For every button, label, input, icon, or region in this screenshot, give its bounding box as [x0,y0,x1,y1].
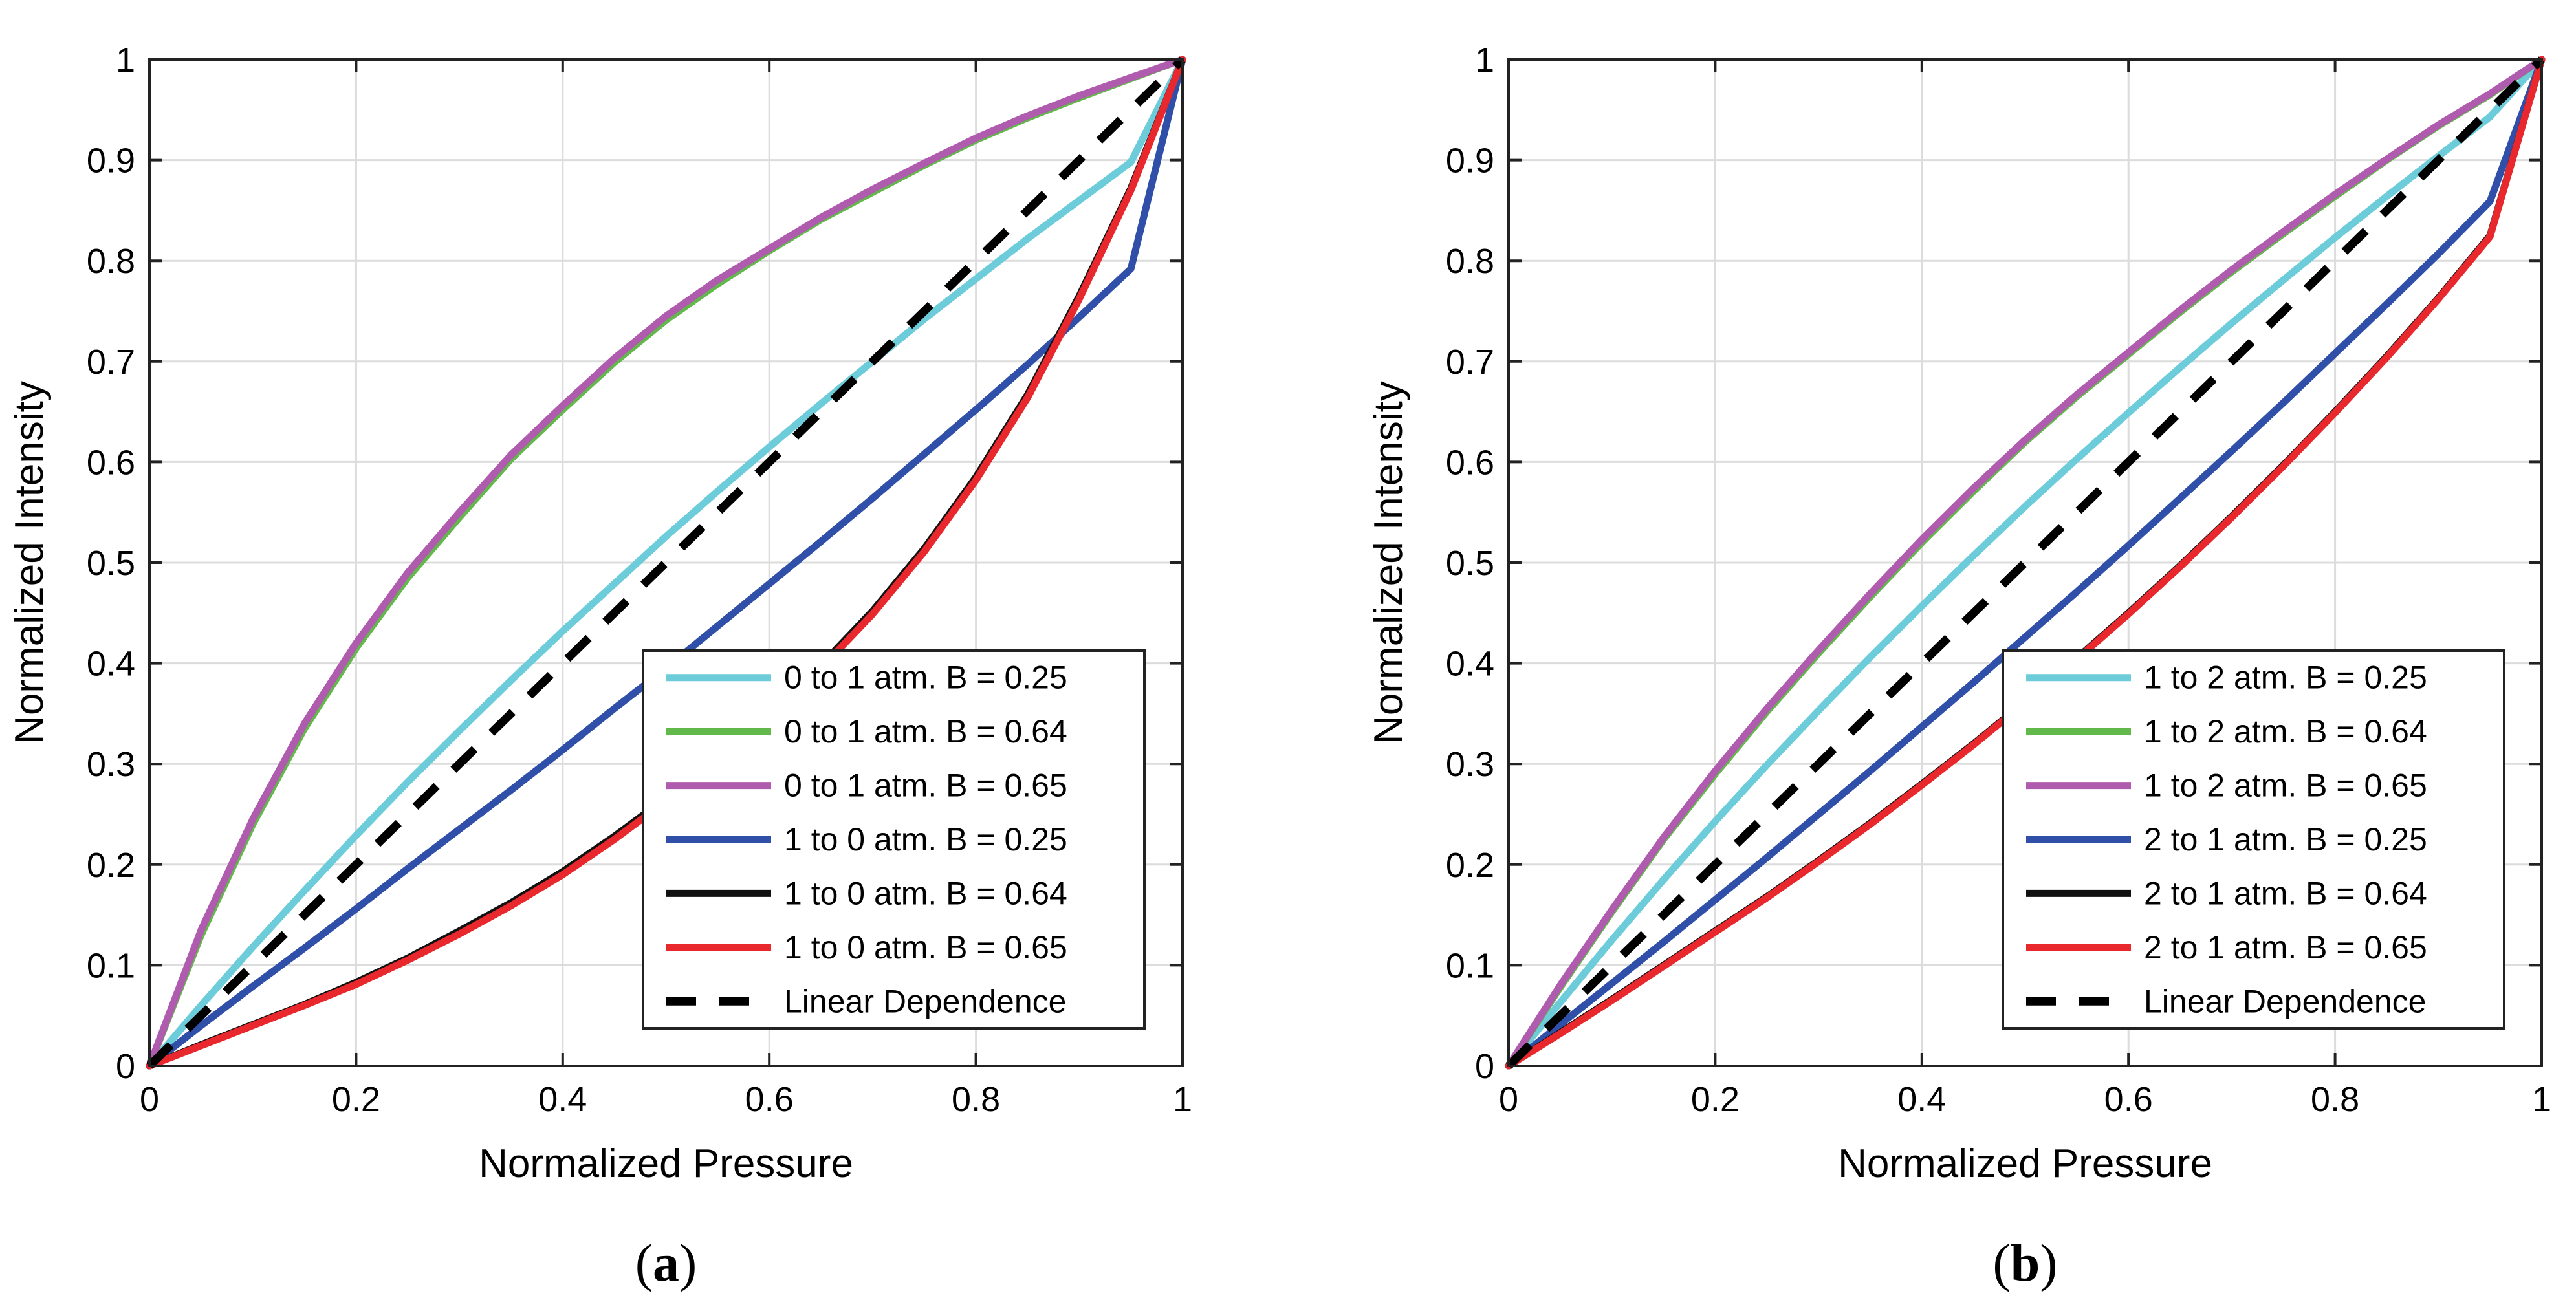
legend-label-4: 1 to 0 atm. B = 0.64 [784,875,1067,911]
y-axis-label: Normalized Intensity [1366,381,1411,744]
y-tick-label: 0.1 [1446,946,1494,985]
y-tick-label: 0.6 [1446,443,1494,482]
y-tick-label: 0 [116,1047,135,1086]
legend-label-0: 0 to 1 atm. B = 0.25 [784,660,1067,696]
legend-label-0: 1 to 2 atm. B = 0.25 [2144,660,2427,696]
y-tick-label: 1 [116,41,135,80]
y-tick-label: 0.8 [1446,242,1494,281]
y-tick-label: 0.7 [87,343,135,382]
x-tick-label: 0.6 [2104,1080,2153,1119]
ticks: 0 0.2 0.4 0.6 0.8 1 0 0.1 0.2 0.3 0.4 0.5 0.6 0.7 0.8 0… [87,41,1192,1119]
legend-label-1: 1 to 2 atm. B = 0.64 [2144,713,2427,750]
legend-label-2: 1 to 2 atm. B = 0.65 [2144,768,2427,804]
legend-label-3: 2 to 1 atm. B = 0.25 [2144,821,2427,858]
y-tick-label: 0.9 [1446,142,1494,180]
y-tick-label: 0.2 [1446,846,1494,885]
y-tick-label: 0.7 [1446,343,1494,382]
series-line-2 [1505,56,2546,1070]
y-tick-label: 0.4 [1446,645,1494,684]
series-line-0 [146,56,1186,1070]
x-tick-label: 0.8 [2311,1080,2359,1119]
panel-label-open: ( [635,1233,653,1292]
x-tick-label: 0 [140,1080,159,1119]
series-line-6 [1505,56,2545,1069]
y-tick-label: 0.4 [87,645,135,684]
y-tick-label: 0.2 [87,846,135,885]
panel-label-letter: a [653,1233,679,1292]
legend-label-2: 0 to 1 atm. B = 0.65 [784,768,1067,804]
y-tick-label: 0.5 [87,544,135,583]
x-tick-label: 0.4 [1897,1080,1946,1119]
y-tick-label: 0 [1475,1047,1494,1086]
legend-label-5: 1 to 0 atm. B = 0.65 [784,929,1067,966]
x-tick-label: 1 [2532,1080,2551,1119]
x-tick-label: 0.2 [1691,1080,1740,1119]
panel-label-close: ) [2040,1233,2057,1292]
legend-label-6: Linear Dependence [2144,983,2426,1019]
legend: 0 to 1 atm. B = 0.25 0 to 1 atm. B = 0.64… [642,649,1146,1030]
y-tick-label: 0.5 [1446,544,1494,583]
x-tick-label: 1 [1173,1080,1192,1119]
panel-label-letter: b [2011,1233,2040,1292]
panel-label: (a) [635,1233,697,1292]
ticks: 0 0.2 0.4 0.6 0.8 1 0 0.1 0.2 0.3 0.4 0.5 0.6 0.7 0.8 0… [1446,41,2551,1119]
x-tick-label: 0.4 [538,1080,587,1119]
series-line-2 [146,56,1186,1070]
x-tick-label: 0.8 [952,1080,1000,1119]
y-tick-label: 1 [1475,41,1494,80]
panel-label: (b) [1992,1233,2057,1292]
series-line-3 [1505,56,2546,1070]
y-axis-label: Normalized Intensity [7,381,52,744]
x-tick-label: 0.2 [332,1080,380,1119]
x-tick-label: 0 [1499,1080,1518,1119]
y-tick-label: 0.6 [87,443,135,482]
panel-a: 0 0.2 0.4 0.6 0.8 1 0 0.1 0.2 0.3 0.4 0.5 0.6 0.7 0.8 0… [7,41,1192,1292]
y-tick-label: 0.8 [87,242,135,281]
legend-label-6: Linear Dependence [784,983,1066,1019]
x-axis-label: Normalized Pressure [1838,1141,2212,1186]
y-tick-label: 0.3 [87,745,135,784]
y-tick-label: 0.3 [1446,745,1494,784]
legend-label-3: 1 to 0 atm. B = 0.25 [784,821,1067,858]
legend-label-1: 0 to 1 atm. B = 0.64 [784,713,1067,750]
y-tick-label: 0.1 [87,946,135,985]
x-tick-label: 0.6 [745,1080,794,1119]
x-axis-label: Normalized Pressure [479,1141,853,1186]
y-tick-label: 0.9 [87,142,135,180]
panel-b: 0 0.2 0.4 0.6 0.8 1 0 0.1 0.2 0.3 0.4 0.5 0.6 0.7 0.8 0… [1366,41,2551,1292]
legend: 1 to 2 atm. B = 0.25 1 to 2 atm. B = 0.64… [2002,649,2505,1030]
panel-label-open: ( [1992,1233,2010,1292]
legend-label-4: 2 to 1 atm. B = 0.64 [2144,875,2427,911]
series-line-6 [146,56,1186,1069]
series-line-0 [1505,56,2546,1070]
panel-label-close: ) [679,1233,697,1292]
legend-label-5: 2 to 1 atm. B = 0.65 [2144,929,2427,966]
